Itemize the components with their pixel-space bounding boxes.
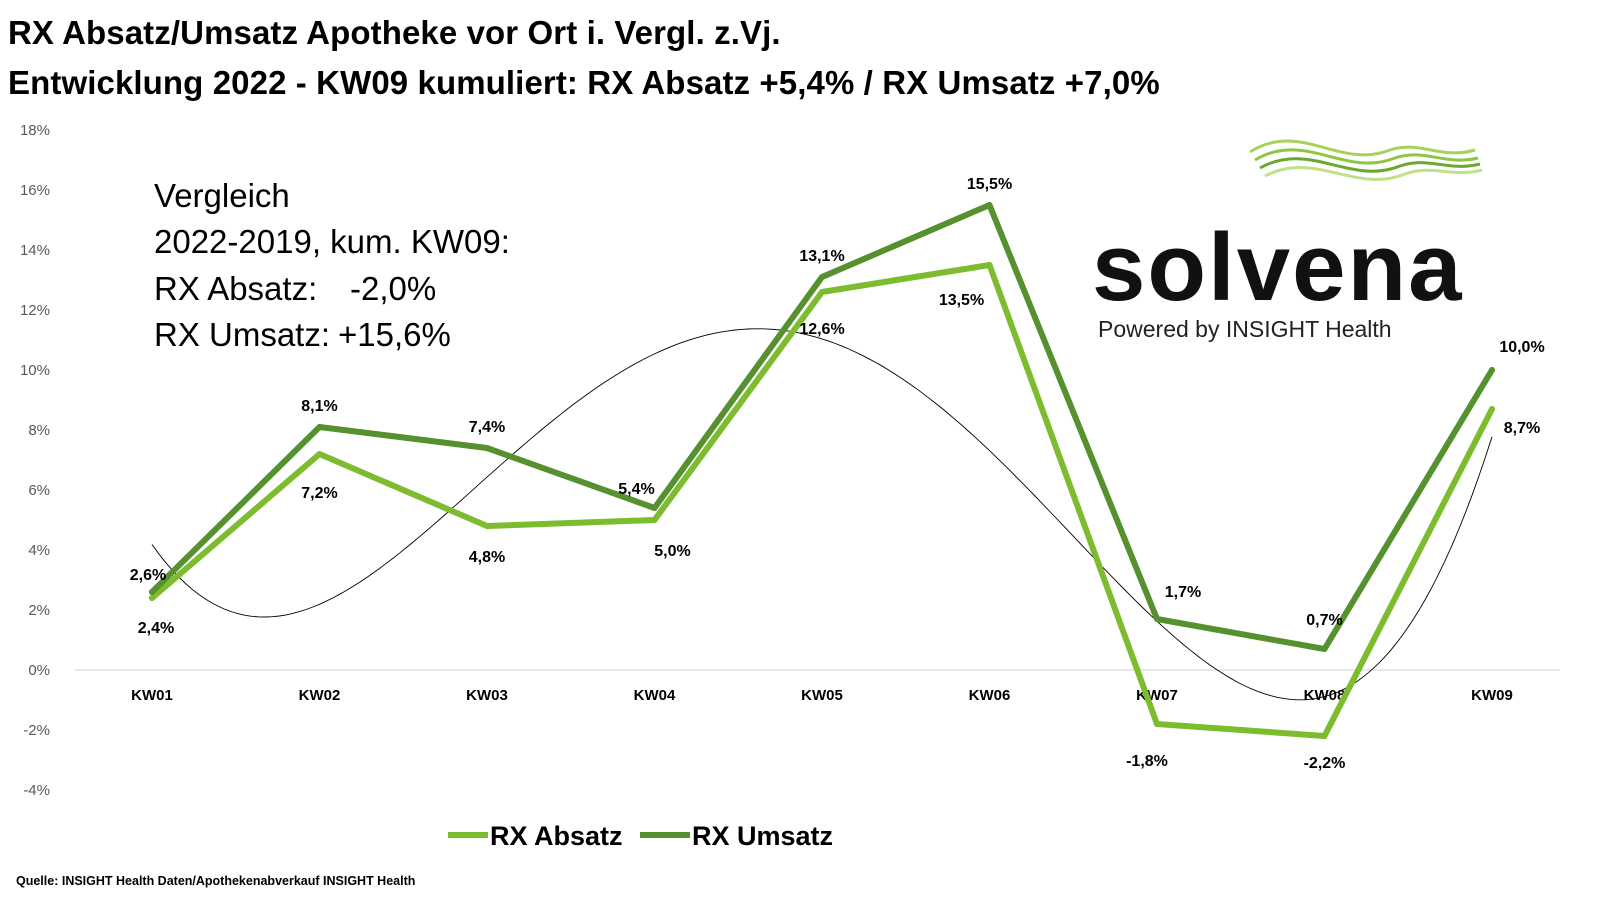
logo-tagline: Powered by INSIGHT Health (1098, 316, 1392, 342)
comparison-box: Vergleich 2022-2019, kum. KW09: RX Absat… (154, 177, 510, 353)
source-note: Quelle: INSIGHT Health Daten/Apothekenab… (16, 874, 416, 888)
data-label-rx-umsatz: 5,4% (618, 481, 654, 498)
y-tick-label: 16% (20, 182, 50, 199)
data-label-rx-absatz: 12,6% (799, 321, 844, 338)
chart-subtitle: Entwicklung 2022 - KW09 kumuliert: RX Ab… (8, 64, 1160, 101)
data-label-rx-absatz: 13,5% (939, 292, 984, 309)
comparison-absatz-label: RX Absatz: (154, 270, 317, 307)
data-point-rx-umsatz (1489, 367, 1495, 373)
data-point-rx-umsatz (819, 274, 825, 280)
logo-brand: solvena (1092, 214, 1464, 321)
data-point-rx-umsatz (149, 589, 155, 595)
data-label-rx-umsatz: 13,1% (799, 248, 844, 265)
data-point-rx-absatz (149, 595, 155, 601)
y-tick-label: 12% (20, 302, 50, 319)
trendline (151, 328, 1493, 701)
x-tick-label: KW06 (969, 687, 1011, 704)
comparison-line1: Vergleich (154, 177, 290, 214)
data-label-rx-absatz: 2,4% (138, 620, 174, 637)
data-label-rx-absatz: 5,0% (654, 543, 690, 560)
data-point-rx-absatz (1321, 733, 1328, 739)
y-tick-label: 18% (20, 122, 50, 139)
comparison-umsatz-label: RX Umsatz: (154, 316, 330, 353)
data-point-rx-umsatz (1321, 646, 1328, 652)
data-labels: 2,4% 7,2% 4,8% 5,0% 12,6% 13,5% -1,8% -2,2% 8,7%… (130, 176, 1545, 772)
logo-wave-icon (1249, 139, 1483, 181)
y-tick-label: 10% (20, 362, 50, 379)
y-tick-label: -4% (23, 782, 50, 799)
data-label-rx-umsatz: 8,1% (301, 398, 337, 415)
data-point-rx-absatz (316, 451, 323, 457)
data-point-rx-absatz (484, 523, 490, 529)
data-point-rx-umsatz (316, 424, 323, 430)
x-tick-label: KW03 (466, 687, 508, 704)
y-axis: -4% -2% 0% 2% 4% 6% 8% 10% 12% 14% 16% 18% (20, 122, 50, 799)
x-axis: KW01 KW02 KW03 KW04 KW05 KW06 KW07 KW08 KW09 (131, 687, 1513, 704)
solvena-logo: solvena Powered by INSIGHT Health (1092, 139, 1483, 342)
data-label-rx-umsatz: 15,5% (967, 176, 1012, 193)
data-label-rx-absatz: -1,8% (1126, 753, 1168, 770)
x-tick-label: KW08 (1304, 687, 1346, 704)
data-point-rx-umsatz (484, 445, 490, 451)
y-tick-label: -2% (23, 722, 50, 739)
series-lines (149, 202, 1495, 739)
data-point-rx-absatz (651, 517, 658, 523)
chart-title: RX Absatz/Umsatz Apotheke vor Ort i. Ver… (8, 14, 781, 51)
legend: RX Absatz RX Umsatz (448, 821, 833, 851)
data-label-rx-umsatz: 10,0% (1499, 339, 1544, 356)
data-label-rx-absatz: 4,8% (469, 549, 505, 566)
y-tick-label: 14% (20, 242, 50, 259)
data-label-rx-umsatz: 0,7% (1306, 612, 1342, 629)
x-tick-label: KW01 (131, 687, 173, 704)
comparison-umsatz-value: +15,6% (338, 316, 451, 353)
y-tick-label: 2% (28, 602, 50, 619)
data-label-rx-umsatz: 1,7% (1165, 584, 1201, 601)
data-point-rx-absatz (1489, 406, 1495, 412)
x-tick-label: KW09 (1471, 687, 1513, 704)
data-point-rx-absatz (819, 289, 825, 295)
data-point-rx-absatz (1154, 721, 1160, 727)
comparison-line2: 2022-2019, kum. KW09: (154, 223, 510, 260)
data-label-rx-absatz: 7,2% (301, 485, 337, 502)
x-tick-label: KW05 (801, 687, 843, 704)
data-label-rx-umsatz: 2,6% (130, 567, 166, 584)
y-tick-label: 0% (28, 662, 50, 679)
data-point-rx-umsatz (651, 505, 658, 511)
legend-label-absatz: RX Absatz (490, 821, 623, 851)
data-label-rx-umsatz: 7,4% (469, 419, 505, 436)
data-label-rx-absatz: -2,2% (1304, 755, 1346, 772)
x-tick-label: KW02 (299, 687, 341, 704)
data-point-rx-umsatz (1154, 616, 1160, 622)
legend-label-umsatz: RX Umsatz (692, 821, 833, 851)
x-tick-label: KW04 (634, 687, 676, 704)
y-tick-label: 8% (28, 422, 50, 439)
data-label-rx-absatz: 8,7% (1504, 420, 1540, 437)
y-tick-label: 4% (28, 542, 50, 559)
data-point-rx-umsatz (986, 202, 993, 208)
comparison-absatz-value: -2,0% (350, 270, 436, 307)
y-tick-label: 6% (28, 482, 50, 499)
data-point-rx-absatz (986, 262, 993, 268)
